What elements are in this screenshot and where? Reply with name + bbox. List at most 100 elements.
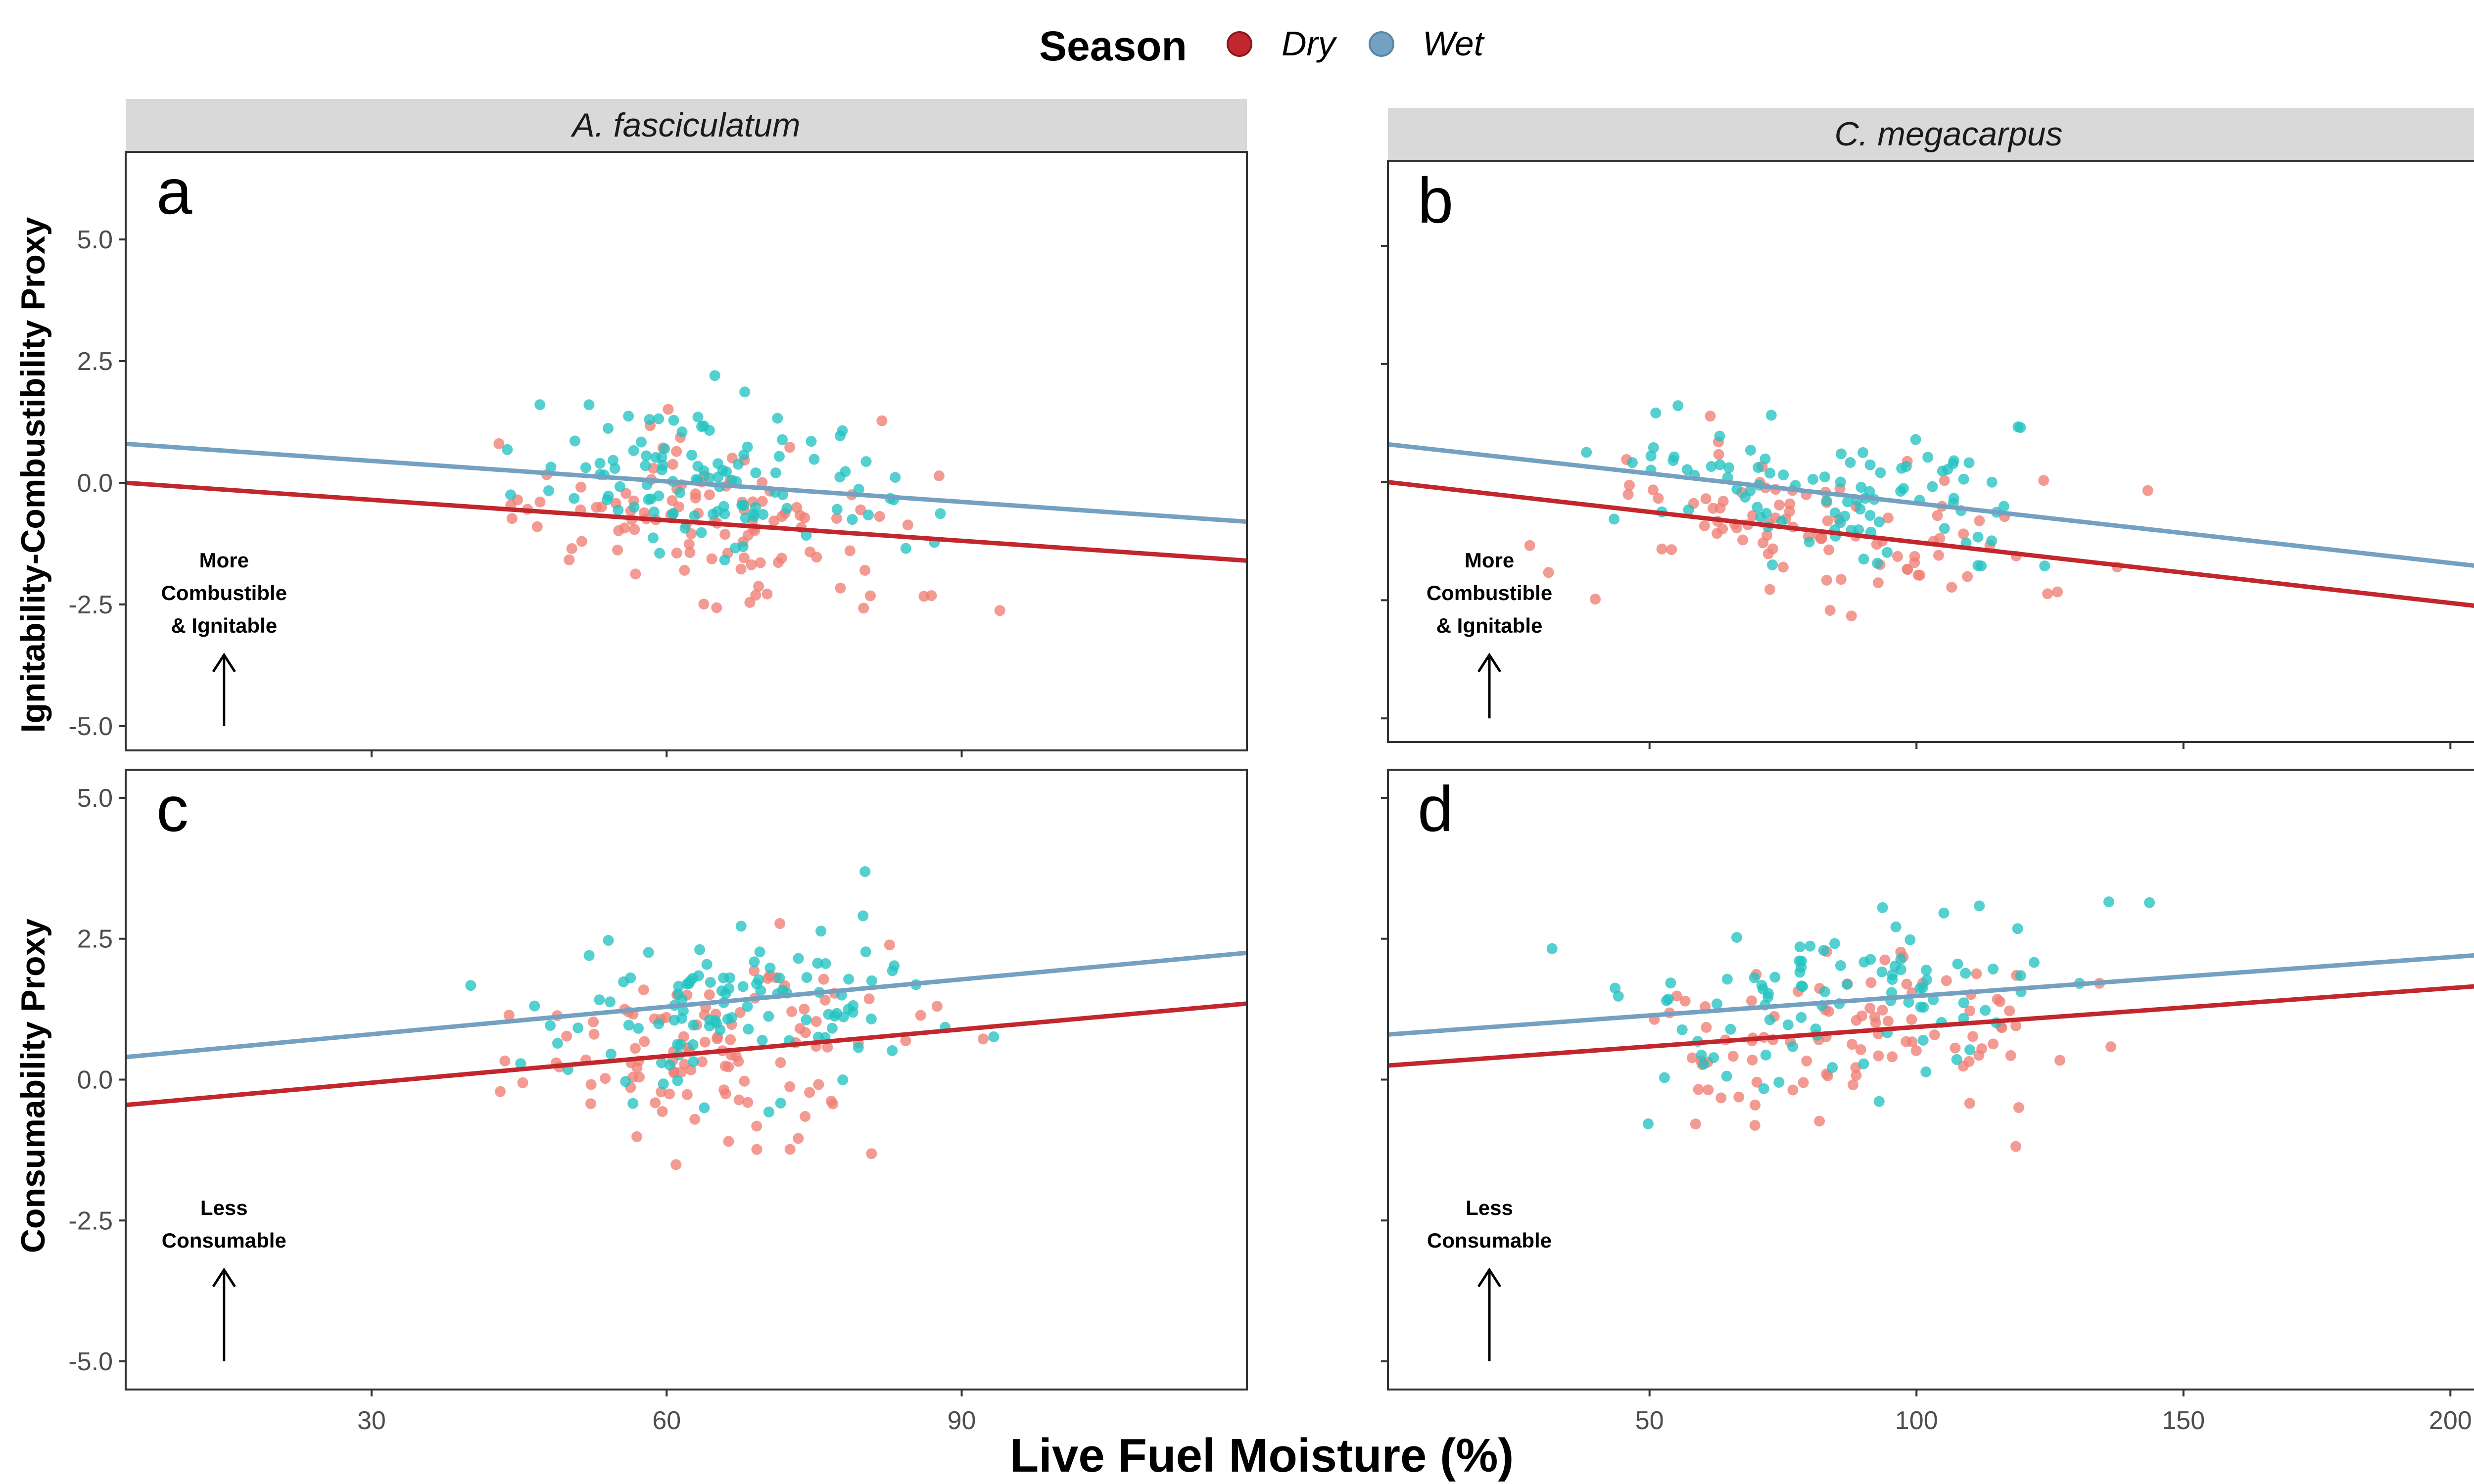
panel-b-point-wet	[1853, 524, 1864, 535]
panel-b-point-dry	[1822, 515, 1833, 526]
panel-d-point-dry	[1967, 1031, 1979, 1042]
panel-d-point-wet	[1951, 1054, 1962, 1065]
panel-c-point-dry	[638, 984, 649, 996]
panel-b-point-wet	[1819, 471, 1830, 483]
panel-b-point-wet	[1760, 453, 1771, 464]
panel-d-point-dry	[2010, 1141, 2022, 1152]
panel-b-point-wet	[1829, 507, 1841, 518]
panel-b-point-dry	[1737, 534, 1749, 546]
panel-d-point-wet	[1659, 1072, 1670, 1083]
panel-a-point-dry	[671, 446, 682, 457]
panel-b-yticks	[1381, 244, 1388, 720]
panel-b-point-dry	[1932, 510, 1943, 521]
panel-b-point-wet	[1706, 461, 1717, 472]
panel-b-point-wet	[1972, 560, 1984, 571]
panel-b-point-wet	[1939, 523, 1950, 534]
panel-a-point-wet	[668, 415, 679, 426]
panel-b-point-wet	[1609, 513, 1620, 525]
panel-a-point-wet	[505, 489, 516, 501]
panel-c-point-dry	[866, 1148, 877, 1159]
panel-c-point-wet	[826, 1022, 838, 1034]
panel-c-point-wet	[737, 981, 749, 992]
panel-a-point-wet	[801, 530, 812, 541]
panel-b-annotation-line: & Ignitable	[1436, 614, 1543, 637]
panel-b-point-dry	[2052, 586, 2063, 598]
panel-c-point-dry	[818, 974, 829, 985]
panel-d-point-dry	[1751, 1076, 1762, 1088]
panel-c-point-wet	[705, 976, 716, 988]
panel-d-point-wet	[1758, 1083, 1769, 1094]
panel-b-point-wet	[1714, 430, 1725, 442]
panel-a-point-wet	[740, 512, 751, 524]
panel-d-point-dry	[1701, 1021, 1712, 1033]
panel-a-point-wet	[628, 445, 639, 456]
panel-c-point-wet	[823, 1009, 834, 1020]
panel-b-point-wet	[1922, 452, 1934, 463]
panel-d-point-wet	[1818, 945, 1829, 956]
panel-c-point-dry	[915, 1010, 926, 1021]
panel-c-point-wet	[704, 1020, 715, 1032]
panel-c-point-dry	[931, 1001, 943, 1012]
panel-c-ytick-label: -2.5	[68, 1206, 113, 1235]
panel-d-point-dry	[2010, 1020, 2022, 1031]
panel-b-point-dry	[1933, 550, 1944, 561]
panel-d-point-dry	[1964, 1005, 1976, 1017]
panel-b-annotation-line: Combustible	[1427, 581, 1552, 604]
panel-a-border	[125, 151, 1248, 751]
panel-a-point-wet	[831, 504, 843, 515]
panel-a-point-dry	[784, 442, 796, 453]
panel-d-point-dry	[1929, 1029, 1940, 1040]
panel-c-lines	[126, 950, 1247, 1108]
panel-b-point-dry	[1974, 515, 1985, 526]
panel-c-point-wet	[866, 975, 877, 986]
panel-c-point-dry	[503, 1010, 515, 1021]
panel-d-point-wet	[1921, 965, 1932, 976]
panel-a-point-wet	[862, 510, 874, 520]
panel-a-point-dry	[933, 470, 945, 481]
panel-b-point-wet	[1882, 547, 1893, 558]
panel-d-point-wet	[1958, 997, 1969, 1009]
panel-d-point-dry	[2013, 1102, 2024, 1113]
panel-a-point-wet	[738, 449, 750, 461]
panel-c-point-wet	[605, 996, 616, 1008]
panel-a-point-dry	[613, 525, 624, 536]
panel-b-point-dry	[1653, 493, 1664, 504]
panel-c-point-dry	[822, 1041, 833, 1053]
panel-a-point-dry	[761, 588, 773, 600]
panel-d-point-wet	[1915, 1001, 1926, 1013]
panel-a-point-dry	[755, 557, 766, 568]
panel-c-point-wet	[701, 959, 713, 970]
panel-d-point-wet	[1725, 1023, 1736, 1035]
panel-c-point-dry	[800, 1027, 811, 1038]
panel-c-point-wet	[743, 1023, 754, 1035]
panel-d-point-dry	[1787, 1084, 1799, 1096]
panel-d-point-dry	[1910, 1045, 1922, 1056]
panel-a: -5.0 -2.5 0.0 2.5 5.0 a More Combustible & Igni…	[68, 151, 1248, 757]
panel-d-annotation-arrowhead	[1477, 1267, 1502, 1288]
panel-c-point-dry	[784, 1081, 796, 1092]
panel-c-point-wet	[687, 1039, 699, 1050]
panel-c-point-wet	[865, 1013, 877, 1024]
panel-c-point-wet	[653, 1018, 665, 1029]
panel-a-point-wet	[777, 434, 788, 445]
panel-b-point-wet	[1767, 559, 1778, 570]
panel-b-point-dry	[1708, 503, 1718, 514]
panel-c-point-wet	[751, 978, 762, 989]
panel-c-point-wet	[623, 1020, 634, 1031]
panel-b-point-dry	[1882, 512, 1894, 524]
panel-d: 50 100 150 200 d Less Consumable	[1381, 769, 2474, 1435]
panel-c-xtick-label: 90	[948, 1406, 976, 1435]
panel-d-point-wet	[1841, 978, 1853, 990]
panel-c-letter: c	[156, 773, 189, 845]
panel-d-point-dry	[1703, 1084, 1714, 1096]
panel-b-point-wet	[1681, 464, 1693, 475]
panel-d-point-dry	[2105, 1041, 2117, 1052]
panel-d-point-dry	[1733, 1091, 1745, 1103]
panel-c-point-wet	[673, 980, 684, 992]
panel-c-point-dry	[629, 1043, 641, 1054]
panel-d-point-wet	[1877, 902, 1888, 913]
panel-d-point-wet	[1960, 968, 1971, 979]
panel-b-point-wet	[1714, 459, 1726, 470]
panel-c-yticks: -5.0 -2.5 0.0 2.5 5.0	[68, 784, 126, 1376]
panel-d-point-dry	[1687, 1052, 1698, 1064]
